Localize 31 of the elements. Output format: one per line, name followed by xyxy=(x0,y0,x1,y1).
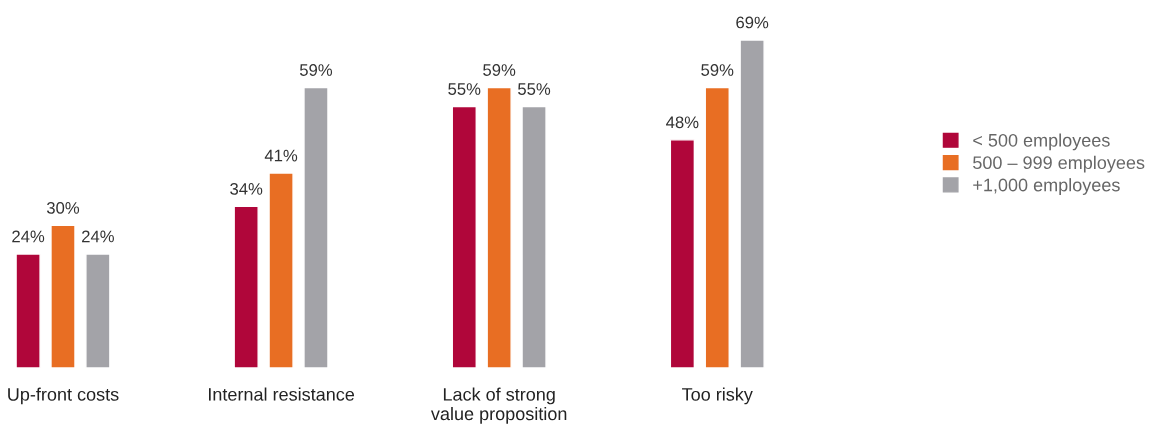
bar xyxy=(15,253,41,369)
x-tick-label: Internal resistance xyxy=(208,387,355,401)
bar xyxy=(739,39,765,369)
bar xyxy=(704,86,730,369)
data-label: 59% xyxy=(299,64,333,76)
data-label: 30% xyxy=(46,201,80,214)
legend-label: +1,000 employees xyxy=(973,178,1120,195)
data-label: 55% xyxy=(448,83,481,95)
x-tick-label: Up-front costs xyxy=(8,387,119,405)
x-tick-label: Too risky xyxy=(682,387,753,405)
data-label: 55% xyxy=(518,83,551,95)
data-label: 59% xyxy=(483,64,516,76)
data-label: 48% xyxy=(666,116,699,129)
bar xyxy=(233,205,259,369)
legend-label: 500 – 999 employees xyxy=(973,155,1145,173)
bar xyxy=(85,253,111,369)
bar xyxy=(50,224,76,369)
data-label: 24% xyxy=(12,230,45,243)
x-tick-label: Lack of strong value proposition xyxy=(430,387,567,424)
bar xyxy=(268,172,294,369)
bar xyxy=(521,105,547,369)
data-label: 41% xyxy=(264,149,298,162)
data-label: 69% xyxy=(736,16,769,29)
data-label: 34% xyxy=(230,182,263,195)
bar xyxy=(669,139,696,369)
data-label: 59% xyxy=(701,64,734,76)
bar xyxy=(303,86,329,369)
legend-label: < 500 employees xyxy=(973,133,1110,151)
bar xyxy=(486,86,512,369)
data-label: 24% xyxy=(82,230,114,243)
bar xyxy=(451,105,477,369)
